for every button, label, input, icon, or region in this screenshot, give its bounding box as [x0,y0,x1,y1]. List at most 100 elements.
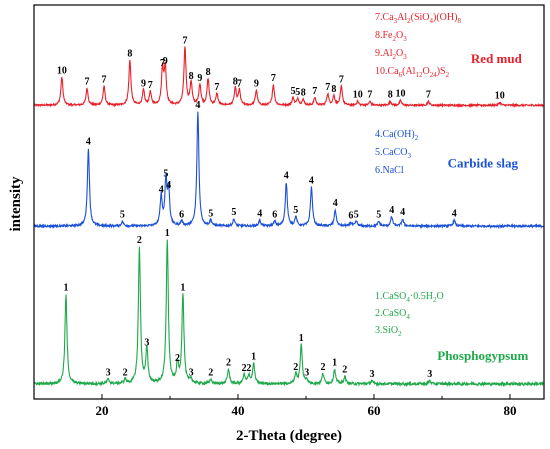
peak-label: 5 [295,87,300,98]
peak-label: 2 [242,363,247,374]
x-tick-label: 60 [368,403,381,418]
series-name-label: Phosphogypsum [437,348,528,363]
peak-label: 8 [206,67,211,78]
legend-entry: 5.CaCO3 [375,147,412,160]
legend-entry: 4.Ca(OH)2 [375,129,419,142]
peak-label: 2 [342,365,347,376]
peak-label: 4 [333,198,338,209]
peak-label: 4 [284,171,289,182]
peak-label: 7 [183,35,188,46]
peak-label: 1 [64,283,69,294]
peak-label: 6 [348,211,353,222]
peak-label: 1 [180,283,185,294]
peak-label: 5 [376,210,381,221]
peak-label: 7 [312,86,317,97]
x-tick-label: 40 [232,403,245,418]
peak-label: 9 [254,78,259,89]
peak-label: 8 [388,90,393,101]
peak-label: 10 [57,65,67,76]
peak-label: 5 [231,207,236,218]
peak-label: 2 [137,235,142,246]
peak-label: 6 [272,210,277,221]
peak-label: 9 [163,56,168,67]
peak-label: 2 [123,368,128,379]
peak-label: 10 [396,89,406,100]
peak-label: 2 [226,357,231,368]
peak-label: 9 [197,73,202,84]
y-axis-label: intensity [8,176,24,232]
legend-entry: 6.NaCl [375,165,404,176]
peak-label: 2 [321,362,326,373]
peak-label: 2 [208,368,213,379]
series-line [33,46,545,109]
peak-label: 4 [166,180,171,191]
x-tick-label: 80 [504,403,517,418]
peak-label: 4 [86,137,91,148]
peak-label: 4 [400,207,405,218]
legend-entry: 9.Al2O3 [375,48,407,61]
peak-label: 9 [141,78,146,89]
peak-label: 2 [293,362,298,373]
legend-entry: 3.SiO2 [375,325,402,338]
series-name-label: Red mud [471,51,523,66]
peak-label: 3 [189,368,194,379]
peak-label: 5 [291,86,296,97]
peak-label: 5 [208,208,213,219]
series-name-label: Carbide slag [448,155,519,170]
peak-label: 5 [293,205,298,216]
peak-label: 7 [426,90,431,101]
peak-label: 8 [233,77,238,88]
peak-label: 2 [246,363,251,374]
peak-label: 4 [257,208,262,219]
legend-entry: 1.CaSO4·0.5H2O [375,291,444,304]
x-axis-label: 2-Theta (degree) [236,428,342,444]
x-tick-label: 20 [96,403,109,418]
peak-label: 4 [452,208,457,219]
series-line [33,111,545,230]
peak-label: 10 [353,90,363,101]
x-axis: 20 40 60 80 [33,394,517,418]
peak-label: 1 [332,357,337,368]
peak-label: 8 [331,84,336,95]
series-line [33,239,545,388]
peak-label: 7 [160,58,165,69]
peak-label: 3 [427,369,432,380]
peak-label: 4 [309,175,314,186]
peak-label: 8 [189,71,194,82]
peak-label: 7 [237,78,242,89]
peak-label: 6 [179,210,184,221]
peak-label: 7 [367,90,372,101]
peak-label: 8 [127,49,132,60]
legend-entry: 7.Ca3Al2(SiO4)(OH)8 [375,12,461,25]
peak-label: 4 [389,205,394,216]
peak-label: 7 [148,80,153,91]
peak-label: 7 [85,77,90,88]
peak-label: 3 [304,368,309,379]
peak-label: 5 [120,210,125,221]
peak-label: 4 [159,184,164,195]
legend-entry: 8.Fe2O3 [375,30,407,43]
peak-label: 7 [325,82,330,93]
peak-label: 5 [354,210,359,221]
peak-label: 8 [301,88,306,99]
peak-label: 1 [165,228,170,239]
peak-label: 7 [102,75,107,86]
peak-label: 7 [339,75,344,86]
peak-label: 2 [175,353,180,364]
peak-label: 7 [271,73,276,84]
peak-label: 1 [251,352,256,363]
legend-entry: 10.Ca6(Al12O24)S2 [375,66,450,79]
peak-label: 3 [370,369,375,380]
legend-entry: 2.CaSO4 [375,308,410,321]
peak-label: 4 [195,100,200,111]
peak-label: 1 [299,333,304,344]
peak-label: 10 [495,91,505,102]
peak-label: 5 [163,168,168,179]
peak-label: 3 [106,368,111,379]
plot-frame [33,4,545,400]
peak-label: 7 [214,82,219,93]
